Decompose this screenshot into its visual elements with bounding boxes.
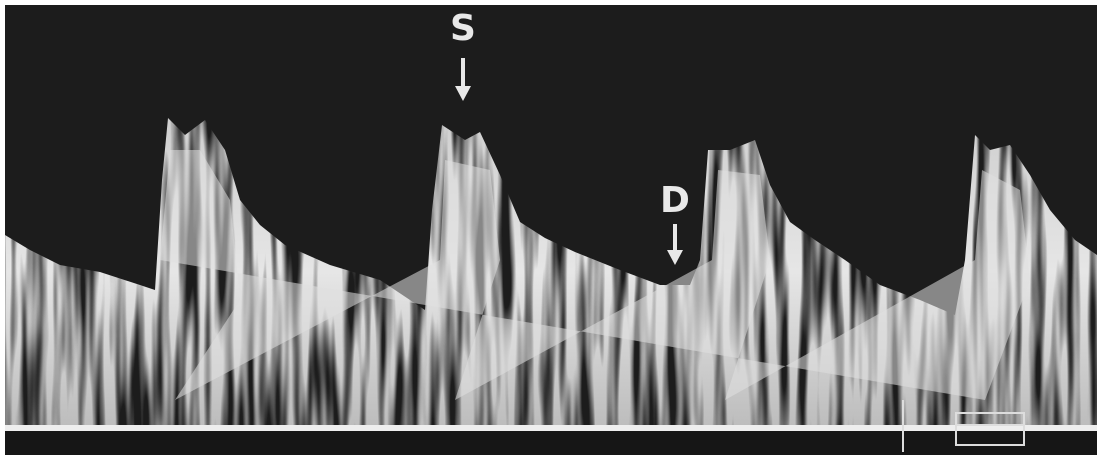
page: S D (() => { const data = JSON.parse(doc… <box>0 0 1102 458</box>
doppler-image: S D <box>0 0 1102 458</box>
bottom-band <box>5 431 1097 455</box>
diastolic-label: D <box>660 180 690 221</box>
baseline <box>5 425 1097 431</box>
systolic-label: S <box>450 8 476 49</box>
